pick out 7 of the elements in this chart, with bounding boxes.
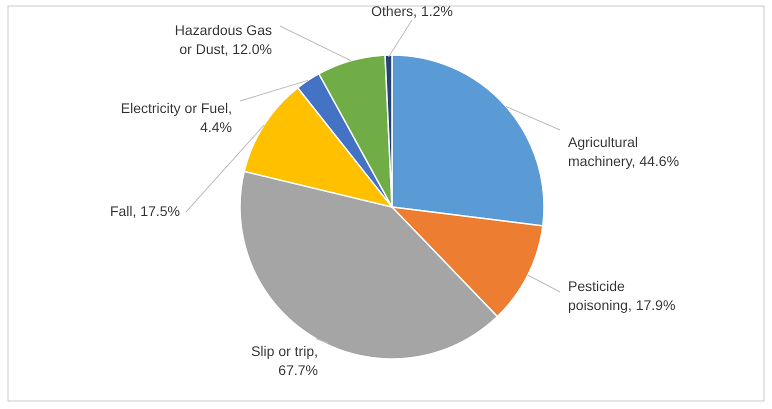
slice-label: Agricultural machinery, 44.6% [568,134,680,169]
slice-label: Hazardous Gas or Dust, 12.0% [174,22,272,57]
slice-label: Pesticide poisoning, 17.9% [568,278,676,313]
slice-label: Electricity or Fuel, 4.4% [120,100,232,135]
slice-label: Slip or trip, 67.7% [251,343,318,378]
slice-label: Others, 1.2% [371,3,453,19]
slice-label: Fall, 17.5% [110,203,180,219]
